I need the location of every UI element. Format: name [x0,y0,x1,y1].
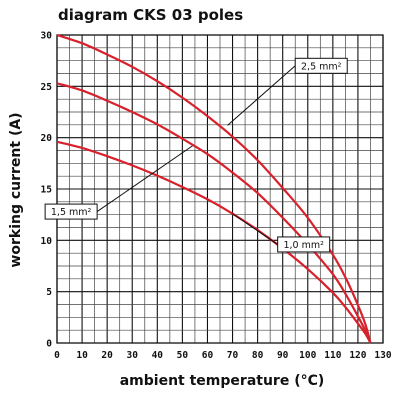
callout-leader-line [232,213,278,245]
x-tick-label: 90 [277,350,289,361]
x-axis-label: ambient temperature (°C) [120,373,325,389]
x-tick-label: 110 [324,350,341,361]
x-tick-label: 30 [127,350,139,361]
y-tick-label: 25 [41,82,53,93]
y-tick-labels: 0 5 10 15 20 25 30 [41,31,53,350]
callout-box [44,203,98,220]
x-tick-label: 70 [227,350,239,361]
x-tick-labels: 0 10 20 30 40 50 60 70 80 90 100 110 120 130 [54,350,392,361]
callout-label: 1,0 mm² [283,240,324,251]
callouts: 2,5 mm² 1,5 mm² 1,0 mm² [44,57,348,253]
x-tick-label: 10 [76,350,88,361]
callout-label: 1,5 mm² [51,207,92,218]
plot-frame [56,34,384,344]
series-line-1-5-mm [56,82,372,344]
x-tick-label: 50 [177,350,189,361]
y-tick-label: 30 [41,31,53,42]
x-tick-label: 100 [299,350,316,361]
callout-leader-line [96,145,193,212]
x-tick-label: 120 [349,350,366,361]
series-line-2-5-mm [56,33,372,344]
x-tick-label: 130 [374,350,391,361]
callout-label: 2,5 mm² [301,61,342,72]
grid [56,34,384,344]
y-axis-label: working current (A) [8,112,24,267]
y-tick-label: 15 [41,185,53,196]
callout-box [294,57,348,74]
chart-title: diagram CKS 03 poles [58,6,243,24]
y-tick-label: 0 [46,339,52,350]
callout-leader-line [227,65,296,126]
x-tick-label: 40 [152,350,164,361]
callout-box [277,236,331,253]
y-tick-label: 10 [41,236,53,247]
y-tick-label: 20 [41,133,53,144]
x-tick-label: 60 [202,350,214,361]
x-tick-label: 80 [252,350,264,361]
x-tick-label: 0 [54,350,60,361]
y-tick-label: 5 [46,287,52,298]
x-tick-label: 20 [101,350,113,361]
